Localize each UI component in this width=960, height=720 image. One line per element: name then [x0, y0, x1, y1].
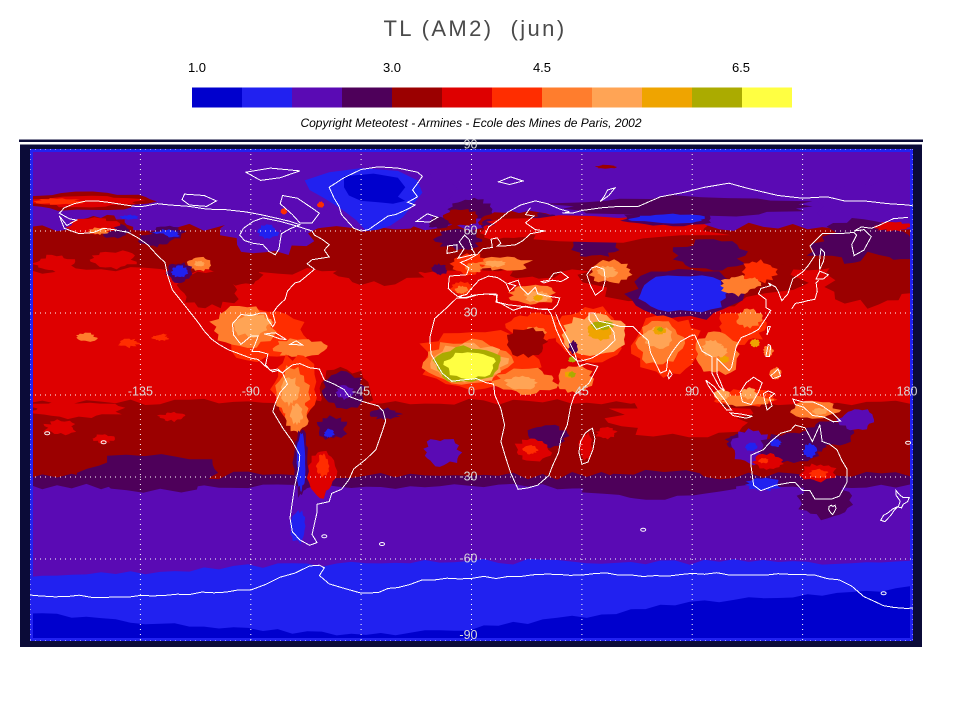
svg-text:6.5: 6.5	[732, 60, 750, 75]
svg-text:180: 180	[897, 385, 918, 399]
svg-text:135: 135	[792, 385, 813, 399]
svg-text:0: 0	[468, 385, 475, 399]
svg-text:30: 30	[464, 306, 478, 320]
svg-text:3.0: 3.0	[383, 60, 401, 75]
svg-text:1.0: 1.0	[188, 60, 206, 75]
svg-text:TL (AM2) (jun): TL (AM2) (jun)	[383, 16, 566, 41]
svg-text:90: 90	[464, 138, 478, 152]
svg-text:-30: -30	[459, 470, 477, 484]
svg-text:Copyright Meteotest - Armines: Copyright Meteotest - Armines - Ecole de…	[300, 116, 641, 130]
svg-text:-90: -90	[459, 628, 477, 642]
svg-text:-45: -45	[352, 385, 370, 399]
svg-text:45: 45	[575, 385, 589, 399]
svg-text:60: 60	[464, 224, 478, 238]
svg-text:4.5: 4.5	[533, 60, 551, 75]
svg-text:-135: -135	[128, 385, 153, 399]
svg-text:-60: -60	[459, 552, 477, 566]
svg-text:-90: -90	[242, 385, 260, 399]
svg-text:90: 90	[685, 385, 699, 399]
